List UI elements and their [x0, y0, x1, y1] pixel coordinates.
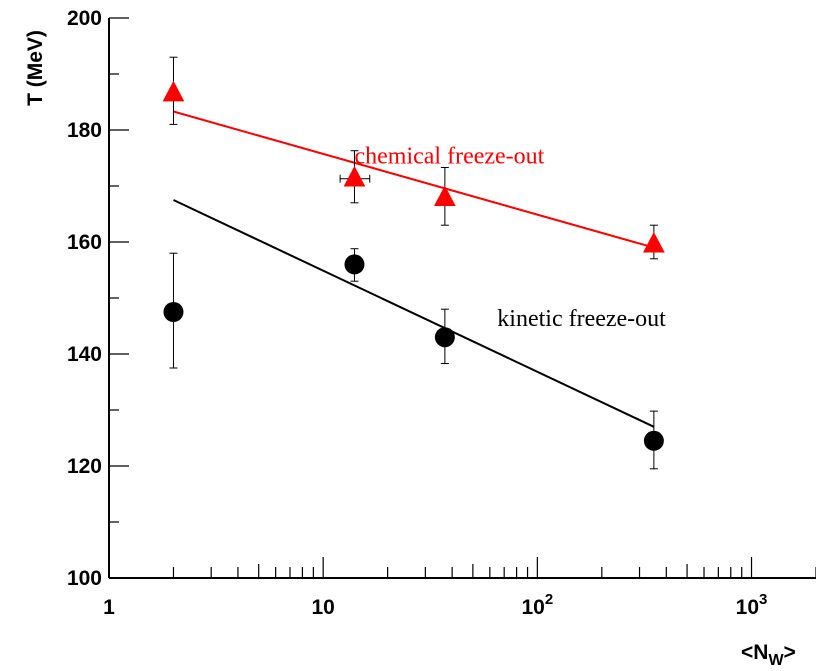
- circle-marker: [163, 302, 184, 322]
- triangle-marker: [643, 231, 665, 253]
- y-tick-label: 100: [67, 567, 102, 590]
- x-tick-base: 10: [736, 596, 759, 619]
- x-axis-title-main: <N: [741, 641, 768, 664]
- fit-lines: [173, 110, 655, 428]
- circle-marker: [643, 430, 664, 451]
- x-tick-exponent: 3: [759, 591, 767, 608]
- x-tick-label: 10: [311, 596, 334, 619]
- triangle-marker: [343, 165, 366, 187]
- x-tick-base: 10: [311, 596, 334, 619]
- fit-line-chemical: [173, 110, 655, 249]
- x-tick-label: 102: [521, 591, 553, 619]
- x-tick-label: 103: [736, 591, 768, 619]
- y-tick-label: 140: [67, 343, 102, 366]
- annotation-label: kinetic freeze-out: [497, 306, 666, 332]
- annotation-label: chemical freeze-out: [354, 144, 544, 170]
- triangle-marker: [162, 80, 185, 102]
- x-axis-title-sub: W: [768, 652, 784, 669]
- triangle-marker: [434, 185, 456, 207]
- y-tick-label: 120: [67, 455, 102, 478]
- x-tick-exponent: 2: [545, 591, 553, 608]
- x-axis-title: <NW>: [741, 641, 796, 669]
- x-tick-base: 1: [103, 596, 115, 619]
- data-markers: [162, 80, 665, 451]
- x-axis-title-end: >: [784, 641, 796, 664]
- x-tick-label: 1: [103, 596, 115, 619]
- circle-marker: [344, 254, 365, 275]
- y-tick-label: 160: [67, 231, 102, 254]
- y-tick-label: 200: [67, 7, 102, 30]
- circle-marker: [434, 327, 455, 348]
- y-tick-label: 180: [67, 119, 102, 142]
- x-tick-base: 10: [521, 596, 544, 619]
- fit-line-kinetic: [173, 199, 655, 428]
- y-axis-title: T (MeV): [24, 30, 47, 106]
- annotations: chemical freeze-out kinetic freeze-out: [354, 144, 666, 332]
